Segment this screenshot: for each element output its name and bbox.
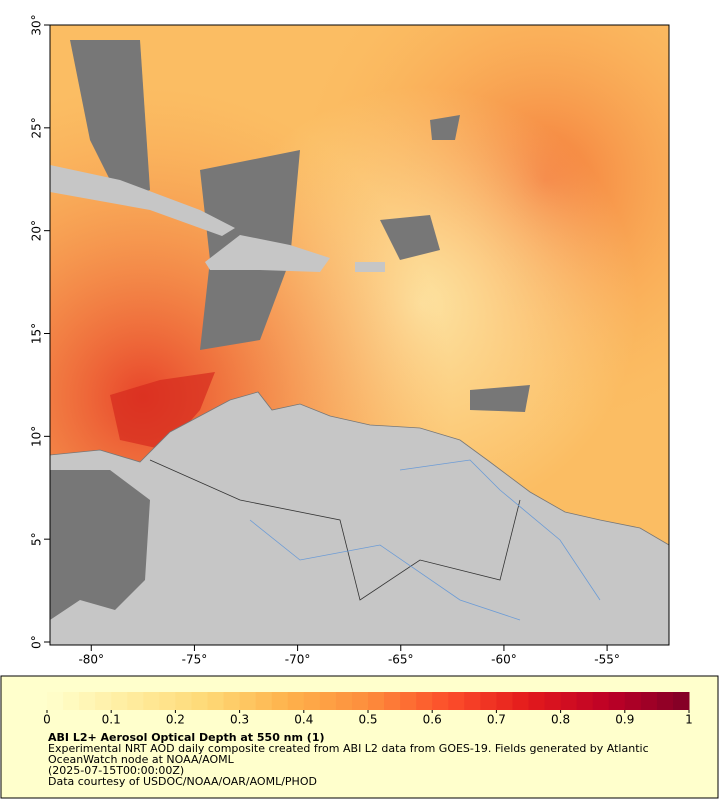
colorbar-tick-label: 0.2: [166, 713, 185, 727]
colorbar-band: [63, 692, 80, 710]
land: [50, 391, 669, 645]
colorbar-band: [512, 692, 529, 710]
y-tick-label: 30°: [30, 14, 44, 35]
colorbar-tick-label: 0.1: [102, 713, 121, 727]
colorbar-band: [159, 692, 176, 710]
y-tick-label: 5°: [30, 532, 44, 546]
colorbar-band: [640, 692, 658, 710]
colorbar-tick-label: 0: [43, 713, 51, 727]
cloud: [380, 215, 440, 260]
x-tick-label: -80°: [78, 653, 104, 667]
colorbar-band: [432, 692, 449, 710]
colorbar-band: [287, 692, 305, 710]
y-tick-label: 25°: [30, 117, 44, 138]
colorbar-band: [448, 692, 465, 710]
colorbar-tick-label: 1: [685, 713, 693, 727]
colorbar-band: [480, 692, 497, 710]
colorbar-band: [303, 692, 321, 710]
colorbar-band: [175, 692, 192, 710]
y-tick-label: 0°: [30, 635, 44, 649]
colorbar-band: [624, 692, 642, 710]
caption-title: ABI L2+ Aerosol Optical Depth at 550 nm …: [48, 731, 325, 744]
cloud: [430, 115, 460, 140]
colorbar-band: [143, 692, 160, 710]
colorbar-band: [223, 692, 241, 710]
colorbar-band: [95, 692, 112, 710]
land: [50, 165, 235, 236]
caption-line: Experimental NRT AOD daily composite cre…: [48, 742, 649, 766]
colorbar-band: [496, 692, 513, 710]
colorbar-tick-label: 0.3: [230, 713, 249, 727]
colorbar-band: [656, 692, 674, 710]
colorbar-band: [127, 692, 144, 710]
colorbar-band: [351, 692, 369, 710]
colorbar-band: [319, 692, 337, 710]
river: [249, 519, 521, 621]
colorbar-band: [544, 692, 562, 710]
y-tick-label: 15°: [30, 323, 44, 344]
y-tick-label: 20°: [30, 220, 44, 241]
colorbar-tick-label: 0.7: [487, 713, 506, 727]
colorbar-band: [111, 692, 128, 710]
colorbar-band: [416, 692, 433, 710]
caption: ABI L2+ Aerosol Optical Depth at 550 nm …: [48, 732, 688, 787]
border: [149, 459, 521, 601]
colorbar-tick-label: 0.6: [423, 713, 442, 727]
colorbar-band: [464, 692, 481, 710]
x-tick-label: -65°: [388, 653, 414, 667]
colorbar-band: [271, 692, 289, 710]
plot-frame: [49, 24, 670, 646]
colorbar-tick-label: 0.8: [551, 713, 570, 727]
colorbar-band: [368, 692, 385, 710]
colorbar-tick-label: 0.5: [358, 713, 377, 727]
colorbar-tick-label: 0.9: [615, 713, 634, 727]
cloud: [470, 385, 530, 412]
axes: -80° -75° -70° -65° -60° -55° 0° 5° 10° 15° 20° 25°…: [30, 14, 693, 726]
caption-line: (2025-07-15T00:00:00Z): [48, 764, 185, 777]
colorbar-band: [255, 692, 273, 710]
colorbar-band: [335, 692, 353, 710]
colorbar-band: [672, 692, 690, 710]
x-tick-label: -75°: [182, 653, 208, 667]
colorbar-band: [207, 692, 225, 710]
colorbar-band: [239, 692, 257, 710]
colorbar-band: [191, 692, 208, 710]
colorbar-band: [384, 692, 401, 710]
x-tick-label: -70°: [285, 653, 311, 667]
x-tick-label: -55°: [594, 653, 620, 667]
colorbar-band: [47, 692, 64, 710]
land: [355, 262, 385, 272]
land: [205, 235, 330, 272]
caption-line: Data courtesy of USDOC/NOAA/OAR/AOML/PHO…: [48, 775, 317, 788]
x-tick-label: -60°: [491, 653, 517, 667]
y-tick-label: 10°: [30, 426, 44, 447]
colorbar-band: [576, 692, 594, 710]
aod-field: [110, 372, 215, 450]
colorbar-band: [79, 692, 96, 710]
colorbar-band: [608, 692, 626, 710]
cloud: [70, 40, 150, 200]
colorbar-band: [560, 692, 578, 710]
colorbar-tick-label: 0.4: [294, 713, 313, 727]
colorbar-band: [528, 692, 546, 710]
colorbar-band: [400, 692, 417, 710]
colorbar-band: [592, 692, 610, 710]
cloud: [50, 470, 150, 620]
river: [399, 459, 601, 601]
map: [50, 25, 669, 645]
